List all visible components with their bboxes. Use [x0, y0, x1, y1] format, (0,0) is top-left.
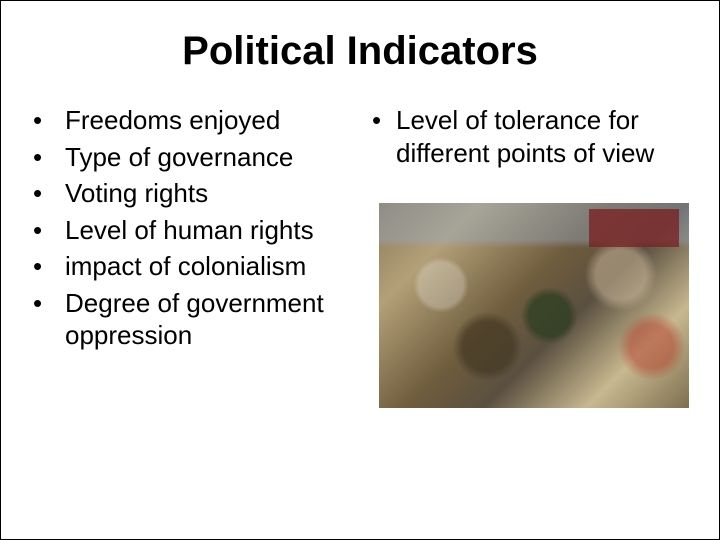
left-bullet-list: • Freedoms enjoyed • Type of governance …	[31, 104, 350, 352]
bullet-icon: •	[31, 287, 65, 320]
bullet-icon: •	[31, 177, 65, 210]
list-item: • Voting rights	[31, 177, 350, 210]
bullet-text: Freedoms enjoyed	[65, 104, 350, 137]
list-item: • Freedoms enjoyed	[31, 104, 350, 137]
bullet-text: impact of colonialism	[65, 250, 350, 283]
right-bullet-list: • Level of tolerance for different point…	[370, 104, 689, 173]
bullet-icon: •	[31, 214, 65, 247]
bullet-icon: •	[31, 250, 65, 283]
list-item: • Level of human rights	[31, 214, 350, 247]
list-item: • Type of governance	[31, 141, 350, 174]
list-item: • impact of colonialism	[31, 250, 350, 283]
bullet-text: Type of governance	[65, 141, 350, 174]
list-item: • Level of tolerance for different point…	[370, 104, 689, 169]
bullet-text: Degree of government oppression	[65, 287, 350, 352]
slide-title: Political Indicators	[31, 29, 689, 74]
bullet-icon: •	[31, 104, 65, 137]
list-item: • Degree of government oppression	[31, 287, 350, 352]
right-column: • Level of tolerance for different point…	[370, 104, 689, 408]
bullet-icon: •	[370, 104, 396, 137]
bullet-text: Level of human rights	[65, 214, 350, 247]
photo-image	[379, 203, 689, 408]
left-column: • Freedoms enjoyed • Type of governance …	[31, 104, 350, 408]
bullet-icon: •	[31, 141, 65, 174]
slide: Political Indicators • Freedoms enjoyed …	[1, 1, 719, 539]
bullet-text: Voting rights	[65, 177, 350, 210]
bullet-text: Level of tolerance for different points …	[396, 104, 689, 169]
content-columns: • Freedoms enjoyed • Type of governance …	[31, 104, 689, 408]
